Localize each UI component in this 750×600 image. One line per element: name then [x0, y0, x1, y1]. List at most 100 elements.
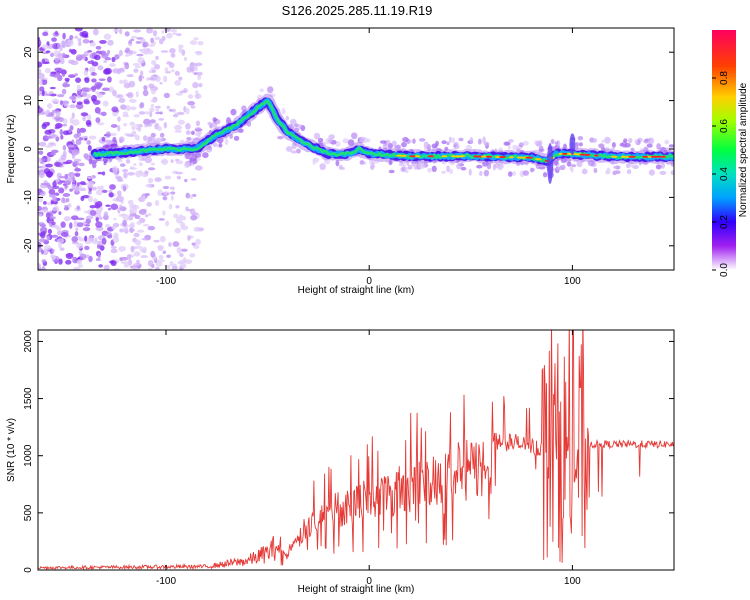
- spectrogram-noise-point: [58, 242, 62, 249]
- spectrogram-noise-point: [122, 214, 130, 221]
- spectrogram-halo-point: [427, 144, 431, 151]
- spectrogram-noise-point: [174, 130, 183, 133]
- spectrogram-halo-point: [412, 138, 416, 144]
- spectrogram-peak-point: [611, 155, 618, 158]
- spectrogram-halo-point: [542, 172, 548, 178]
- spectrogram-halo-point: [534, 140, 538, 145]
- spectrogram-noise-point: [82, 38, 90, 44]
- spectrogram-noise-point: [189, 40, 198, 45]
- spectrogram-noise-point: [89, 66, 96, 74]
- spectrogram-noise-point: [136, 259, 140, 264]
- spectrogram-noise-point: [172, 32, 177, 35]
- spectrogram-noise-point: [39, 86, 45, 92]
- spectrogram-noise-point: [92, 28, 99, 36]
- spectrogram-noise-point: [147, 167, 156, 171]
- spectrogram-halo-point: [435, 140, 439, 147]
- spectrogram-trace: [88, 93, 674, 185]
- spectrogram-noise-point: [38, 222, 45, 226]
- spectrogram-noise-point: [101, 136, 106, 142]
- spectrogram-noise-point: [41, 259, 47, 263]
- spectrogram-noise-point: [60, 134, 64, 140]
- spectrogram-noise-point: [162, 185, 170, 190]
- spectrogram-noise-point: [41, 90, 45, 96]
- spectrogram-noise-point: [60, 221, 66, 228]
- spectrogram-noise-point: [87, 50, 93, 53]
- spectrogram-noise-point: [146, 202, 152, 207]
- spectrogram-noise-point: [62, 81, 68, 88]
- spectrogram-peak-point: [441, 155, 448, 158]
- spectrogram-noise-point: [59, 58, 65, 65]
- spectrogram-noise-point: [129, 167, 138, 170]
- spectrogram-noise-point: [68, 128, 72, 134]
- spectrogram-noise-point: [144, 170, 149, 175]
- spectrogram-peak-point: [396, 154, 404, 157]
- spectrogram-noise-point: [56, 42, 61, 49]
- colorbar-ticks: 0.0 0.2 0.4 0.6 0.8: [712, 71, 730, 277]
- spectrogram-noise-point: [170, 159, 174, 163]
- spectrogram-noise-point: [89, 210, 97, 216]
- spectrogram-noise-point: [122, 168, 129, 173]
- spectrogram-noise-point: [54, 116, 62, 121]
- spectrogram-noise-point: [112, 136, 117, 143]
- spectrogram-peak-point: [509, 156, 514, 159]
- spectrogram-noise-point: [129, 106, 137, 111]
- spectrogram-noise-point: [78, 40, 82, 47]
- spectrogram-noise-point: [116, 176, 123, 181]
- spectrogram-noise-point: [142, 223, 150, 227]
- spectrogram-peak-point: [656, 155, 662, 158]
- spectrogram-noise-point: [181, 216, 187, 221]
- spectrogram-noise-point: [134, 214, 141, 219]
- spectrogram-noise-point: [64, 217, 70, 222]
- spectrogram-noise-point: [81, 92, 88, 97]
- spectrogram-noise-point: [51, 37, 57, 42]
- spectrogram-noise-point: [103, 60, 108, 63]
- spectrogram-noise-point: [45, 135, 53, 139]
- spectrogram-noise-point: [69, 104, 76, 109]
- spectrogram-noise-point: [72, 176, 76, 183]
- spectrogram-noise-point: [82, 56, 86, 61]
- spectrogram-noise-point: [150, 132, 156, 138]
- spectrogram-noise-point: [86, 114, 92, 121]
- spectrogram-halo-point: [401, 141, 407, 148]
- spectrogram-noise-point: [54, 122, 63, 129]
- spectrogram-halo-point: [562, 164, 566, 169]
- colorbar-label: Normalized spectral amplitude: [738, 82, 749, 217]
- spectrogram-halo-point: [184, 162, 190, 169]
- spectrogram-noise-point: [87, 144, 92, 152]
- spectrogram-noise-point: [54, 30, 59, 36]
- spectrogram-halo-point: [313, 157, 320, 163]
- spectrogram-noise-point: [171, 265, 178, 270]
- spectrogram-noise-point: [118, 97, 126, 103]
- spectrogram-noise-point: [164, 175, 172, 180]
- spectrogram-noise-point: [51, 234, 59, 238]
- spectrogram-halo-point: [476, 164, 483, 169]
- spectrogram-halo-point: [578, 142, 583, 147]
- spectrogram-noise-point: [194, 128, 203, 132]
- spectrogram-halo-point: [407, 164, 413, 170]
- spectrogram-noise-point: [194, 93, 202, 100]
- spectrogram-halo-point: [530, 167, 535, 172]
- spectrogram-halo-point: [446, 165, 450, 173]
- spectrogram-noise-point: [65, 259, 72, 265]
- spectrogram-halo-point: [468, 168, 472, 176]
- spectrogram-peak-point: [485, 155, 493, 158]
- spectrogram-noise-point: [49, 194, 55, 198]
- spectrogram-noise-point: [56, 238, 65, 244]
- spectrogram-noise-point: [75, 188, 79, 193]
- spectrogram-halo-point: [460, 166, 467, 171]
- spectrogram-halo-point: [593, 167, 598, 173]
- spectrogram-noise-point: [118, 49, 123, 57]
- spectrogram-halo-point: [659, 170, 667, 175]
- spectrogram-noise-point: [76, 242, 84, 249]
- spectrogram-noise-point: [89, 205, 96, 209]
- spectrogram-noise-point: [56, 226, 62, 231]
- spectrogram-noise-point: [147, 177, 154, 184]
- spectrogram-noise-point: [125, 159, 131, 164]
- spectrogram-noise-point: [119, 28, 123, 35]
- colorbar-tick-label: 0.0: [719, 263, 730, 277]
- spectrogram-halo-point: [477, 138, 482, 145]
- spectrogram-noise-point: [97, 65, 104, 71]
- spectrogram-noise-point: [157, 259, 166, 263]
- spectrogram-noise-point: [38, 157, 42, 163]
